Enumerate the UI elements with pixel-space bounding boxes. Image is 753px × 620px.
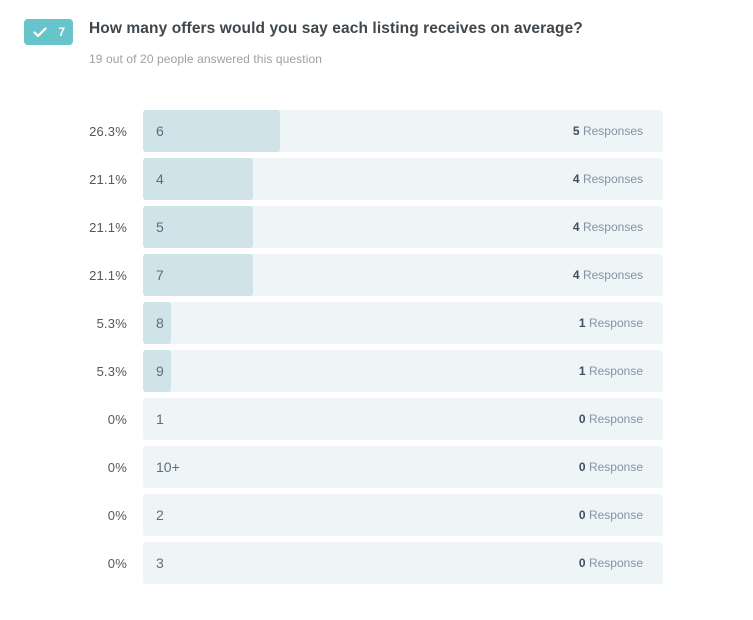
bar-fill xyxy=(143,254,253,296)
response-count-word: Response xyxy=(588,508,643,522)
response-count-word: Responses xyxy=(582,268,643,282)
response-count: 4 xyxy=(572,268,580,282)
bar-track: 1 0 Response xyxy=(143,398,663,440)
percent-label: 21.1% xyxy=(89,267,127,283)
answer-label: 7 xyxy=(156,267,164,283)
bar-fill xyxy=(143,110,280,152)
response-count-text: 0 Response xyxy=(579,412,643,426)
response-count-text: 4 Responses xyxy=(573,220,643,234)
response-count-text: 1 Response xyxy=(579,316,643,330)
result-row: 26.3% 6 5 Responses xyxy=(0,110,753,152)
bar-track: 2 0 Response xyxy=(143,494,663,536)
percent-label: 5.3% xyxy=(96,363,127,379)
percent-label: 21.1% xyxy=(89,219,127,235)
bar-track: 10+ 0 Response xyxy=(143,446,663,488)
percent-label: 0% xyxy=(107,459,127,475)
bar-track: 6 5 Responses xyxy=(143,110,663,152)
result-row: 5.3% 8 1 Response xyxy=(0,302,753,344)
response-count: 5 xyxy=(572,124,580,138)
response-count-text: 4 Responses xyxy=(573,172,643,186)
response-count-word: Responses xyxy=(582,220,643,234)
response-count: 4 xyxy=(572,172,580,186)
bar-fill xyxy=(143,206,253,248)
response-count: 0 xyxy=(578,460,586,474)
bar-track: 8 1 Response xyxy=(143,302,663,344)
response-count-word: Response xyxy=(588,364,643,378)
result-row: 0% 3 0 Response xyxy=(0,542,753,584)
answer-label: 10+ xyxy=(156,459,180,475)
bar-fill xyxy=(143,302,171,344)
bar-fill xyxy=(143,158,253,200)
bar-track: 9 1 Response xyxy=(143,350,663,392)
response-count-word: Responses xyxy=(582,124,643,138)
answer-label: 1 xyxy=(156,411,164,427)
question-title: How many offers would you say each listi… xyxy=(89,20,583,37)
question-number-badge: 7 xyxy=(24,19,73,45)
result-row: 21.1% 5 4 Responses xyxy=(0,206,753,248)
percent-label: 26.3% xyxy=(89,123,127,139)
answer-label: 6 xyxy=(156,123,164,139)
percent-label: 5.3% xyxy=(96,315,127,331)
bar-track: 3 0 Response xyxy=(143,542,663,584)
results-bar-chart: 26.3% 6 5 Responses 21.1% 4 4 Responses … xyxy=(0,110,753,590)
answer-label: 3 xyxy=(156,555,164,571)
response-count: 0 xyxy=(578,556,586,570)
result-row: 0% 2 0 Response xyxy=(0,494,753,536)
response-count-word: Response xyxy=(588,412,643,426)
response-count-word: Response xyxy=(588,316,643,330)
response-count-text: 0 Response xyxy=(579,460,643,474)
answer-label: 5 xyxy=(156,219,164,235)
result-row: 0% 10+ 0 Response xyxy=(0,446,753,488)
response-count-text: 1 Response xyxy=(579,364,643,378)
bar-fill xyxy=(143,350,171,392)
result-row: 21.1% 7 4 Responses xyxy=(0,254,753,296)
bar-track: 7 4 Responses xyxy=(143,254,663,296)
response-count-word: Response xyxy=(588,460,643,474)
response-count: 0 xyxy=(578,412,586,426)
percent-label: 21.1% xyxy=(89,171,127,187)
percent-label: 0% xyxy=(107,555,127,571)
response-count: 1 xyxy=(578,316,586,330)
bar-track: 4 4 Responses xyxy=(143,158,663,200)
response-count: 1 xyxy=(578,364,586,378)
response-count-word: Responses xyxy=(582,172,643,186)
percent-label: 0% xyxy=(107,507,127,523)
answered-summary: 19 out of 20 people answered this questi… xyxy=(89,51,323,66)
response-count: 4 xyxy=(572,220,580,234)
bar-track: 5 4 Responses xyxy=(143,206,663,248)
response-count-text: 0 Response xyxy=(579,556,643,570)
response-count-text: 0 Response xyxy=(579,508,643,522)
response-count-text: 5 Responses xyxy=(573,124,643,138)
result-row: 0% 1 0 Response xyxy=(0,398,753,440)
result-row: 5.3% 9 1 Response xyxy=(0,350,753,392)
answer-label: 8 xyxy=(156,315,164,331)
response-count: 0 xyxy=(578,508,586,522)
checkmark-icon xyxy=(33,26,47,38)
question-number: 7 xyxy=(58,25,65,39)
percent-label: 0% xyxy=(107,411,127,427)
response-count-word: Response xyxy=(588,556,643,570)
answer-label: 9 xyxy=(156,363,164,379)
answer-label: 2 xyxy=(156,507,164,523)
response-count-text: 4 Responses xyxy=(573,268,643,282)
answer-label: 4 xyxy=(156,171,164,187)
question-header: 7 How many offers would you say each lis… xyxy=(0,0,753,66)
question-header-text: How many offers would you say each listi… xyxy=(89,17,583,66)
result-row: 21.1% 4 4 Responses xyxy=(0,158,753,200)
